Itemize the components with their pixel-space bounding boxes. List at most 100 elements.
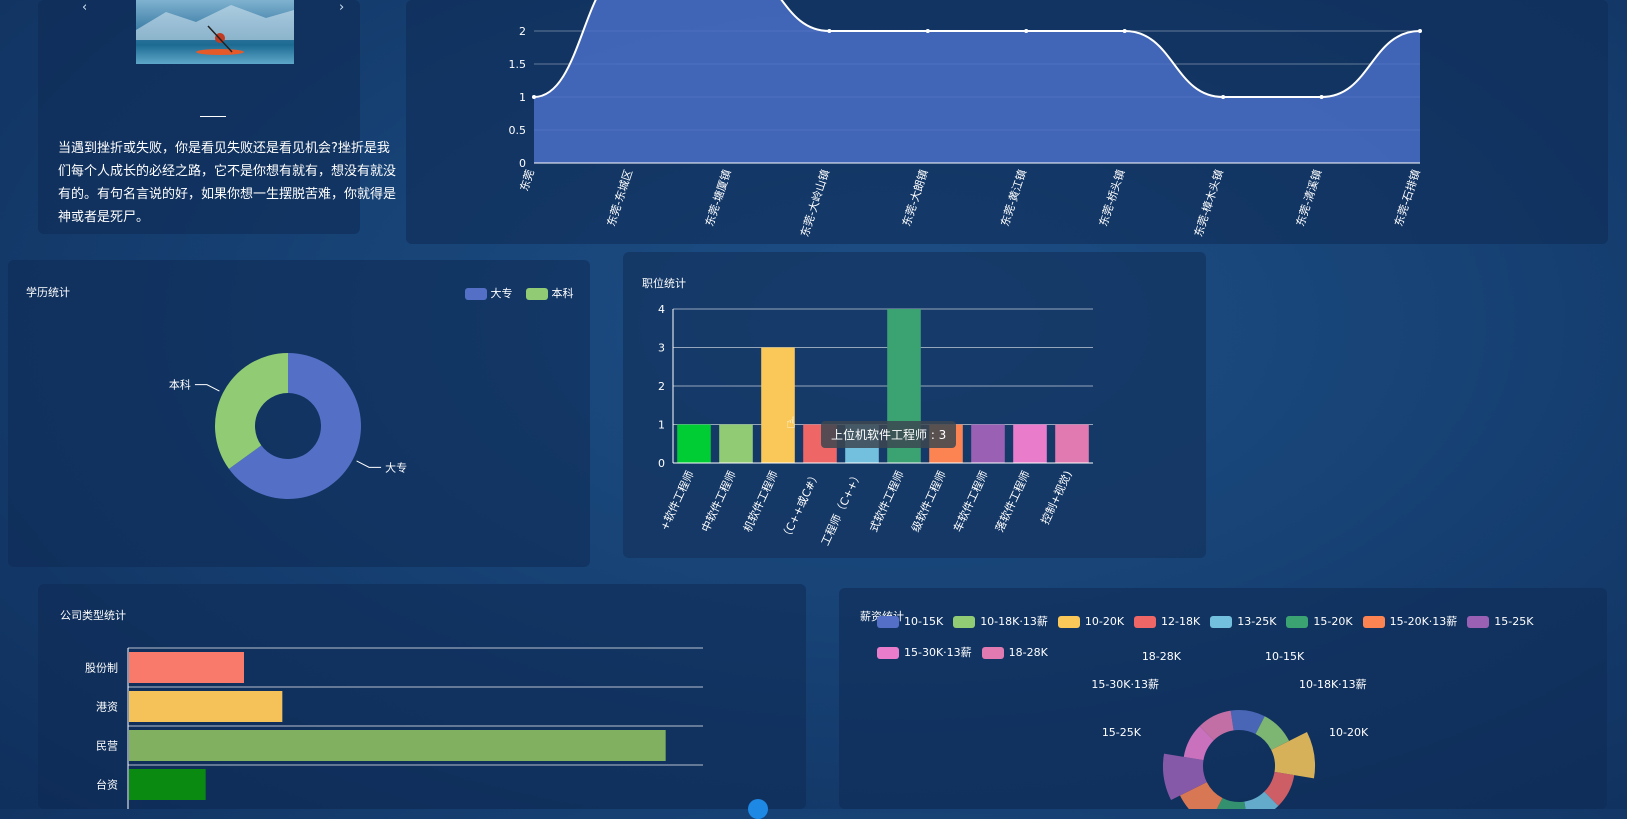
rose-slice xyxy=(1163,753,1207,801)
legend-label[interactable]: 15-30K·13薪 xyxy=(904,646,972,659)
rose-slice xyxy=(1230,710,1265,735)
legend-swatch[interactable] xyxy=(953,616,976,628)
x-tick-label: 工程师（C++） xyxy=(819,469,865,548)
salary-legend-item[interactable]: 12-18K xyxy=(1134,615,1200,628)
y-tick-label: 1 xyxy=(658,419,665,432)
y-tick-label: 4 xyxy=(658,303,665,316)
x-tick-label: 东莞-大朗镇 xyxy=(899,168,931,228)
salary-legend-item[interactable]: 10-18K·13薪 xyxy=(953,615,1048,628)
x-tick-label: 东莞-桥头镇 xyxy=(1096,168,1128,228)
donut-slice xyxy=(215,353,288,469)
slice-label: 10-18K·13薪 xyxy=(1299,678,1367,691)
legend-label[interactable]: 15-20K·13薪 xyxy=(1389,615,1458,628)
legend-swatch-benke[interactable] xyxy=(526,288,548,300)
legend-label[interactable]: 10-20K xyxy=(1084,615,1125,628)
company-title: 公司类型统计 xyxy=(60,609,126,622)
chart-tooltip: 上位机软件工程师 : 3 xyxy=(821,421,957,448)
rose-slice xyxy=(1271,731,1315,779)
salary-legend-item[interactable]: 15-20K·13薪 xyxy=(1362,615,1458,628)
legend-label[interactable]: 18-28K xyxy=(1008,646,1048,659)
slice-leader-line xyxy=(194,384,220,392)
legend-label[interactable]: 12-18K xyxy=(1161,615,1201,628)
bar xyxy=(129,691,283,722)
y-tick-label: 2 xyxy=(658,380,665,393)
x-tick-label: 东莞-大岭山镇 xyxy=(797,168,832,239)
legend-swatch-dazhuan[interactable] xyxy=(465,288,487,300)
bar xyxy=(719,424,753,463)
area-fill xyxy=(534,0,1420,163)
x-tick-label: 级软件工程师 xyxy=(908,468,949,534)
quote-text: 当遇到挫折或失败，你是看见失败还是看见机会?挫折是我们每个人成长的必经之路，它不… xyxy=(58,141,397,225)
y-tick-label: 0 xyxy=(519,157,526,170)
bar xyxy=(677,424,711,463)
y-tick-label: 港资 xyxy=(96,701,118,714)
legend-swatch[interactable] xyxy=(1134,616,1157,628)
x-tick-label: 式软件工程师 xyxy=(866,468,907,534)
area-point xyxy=(1418,29,1422,33)
area-point xyxy=(1319,95,1324,99)
legend-swatch[interactable] xyxy=(1467,616,1490,628)
slice-label: 15-25K xyxy=(1102,726,1142,739)
carousel-prev-arrow[interactable]: ‹ xyxy=(82,0,88,15)
mouse-cursor-icon: ☝ xyxy=(786,413,796,432)
bar xyxy=(1055,424,1089,463)
carousel-next-arrow[interactable]: › xyxy=(339,0,345,15)
x-tick-label: 东莞-黄江镇 xyxy=(998,168,1030,228)
kayak-photo xyxy=(136,0,294,64)
salary-legend-item[interactable]: 15-20K xyxy=(1286,615,1353,628)
area-point xyxy=(1221,95,1226,99)
x-tick-label: 东莞-清溪镇 xyxy=(1293,168,1325,228)
salary-legend-item[interactable]: 10-20K xyxy=(1057,615,1125,628)
bar xyxy=(971,424,1005,463)
x-tick-label: 东莞-石排镇 xyxy=(1391,168,1423,228)
x-tick-label: 机软件工程师 xyxy=(740,468,781,534)
legend-label[interactable]: 13-25K xyxy=(1237,615,1277,628)
slice-label: 15-30K·13薪 xyxy=(1091,678,1159,691)
legend-label[interactable]: 10-18K·13薪 xyxy=(980,615,1048,628)
rose-slice xyxy=(1216,797,1246,809)
legend-label-dazhuan[interactable]: 大专 xyxy=(490,287,513,300)
y-tick-label: 台资 xyxy=(96,778,118,792)
rose-slice xyxy=(1183,726,1214,761)
scroll-indicator[interactable] xyxy=(748,799,768,819)
bar xyxy=(761,347,795,463)
legend-swatch[interactable] xyxy=(981,647,1004,659)
area-point xyxy=(827,29,832,33)
legend-swatch[interactable] xyxy=(877,616,899,628)
rose-slice xyxy=(1264,771,1295,806)
salary-legend-item[interactable]: 15-25K xyxy=(1467,615,1533,628)
y-tick-label: 0.5 xyxy=(509,124,527,137)
slice-label: 大专 xyxy=(385,460,407,474)
legend-swatch[interactable] xyxy=(1362,616,1385,628)
salary-legend-item[interactable]: 15-30K·13薪 xyxy=(877,646,972,659)
position-title: 职位统计 xyxy=(642,277,686,290)
x-tick-label: 东莞-樟木头镇 xyxy=(1191,168,1226,239)
slice-label: 本科 xyxy=(169,378,191,392)
salary-legend-item[interactable]: 10-15K xyxy=(877,615,943,628)
education-panel xyxy=(8,260,590,567)
x-tick-label: +软件工程师 xyxy=(657,468,697,532)
position-bar-chart: 0 1 2 3 4 +软件工程师 中软件工程师 机软件工程师（C++或C#）工程师（C++）式… xyxy=(657,303,1093,548)
bar xyxy=(1013,424,1047,463)
legend-swatch[interactable] xyxy=(1286,616,1309,628)
area-chart: 0 0.5 1 1.5 2 东莞 东莞-东城区 东莞-塘厦镇 东莞-大岭山镇 东莞-大朗镇 东莞-黄… xyxy=(509,0,1423,239)
salary-legend-item[interactable]: 13-25K xyxy=(1210,615,1276,628)
legend-swatch[interactable] xyxy=(877,647,899,659)
legend-label[interactable]: 15-25K xyxy=(1494,615,1534,628)
legend-swatch[interactable] xyxy=(1057,616,1080,628)
area-point xyxy=(532,95,536,99)
y-tick-label: 3 xyxy=(658,342,665,355)
x-tick-label: （C++或C#） xyxy=(779,469,823,543)
rose-slice xyxy=(1255,716,1290,750)
legend-label-benke[interactable]: 本科 xyxy=(551,287,574,300)
legend-label[interactable]: 15-20K xyxy=(1313,615,1353,628)
slice-label: 10-15K xyxy=(1265,650,1305,663)
donut-slice xyxy=(228,353,361,499)
legend-label[interactable]: 10-15K xyxy=(904,615,944,628)
area-point xyxy=(1024,29,1029,33)
salary-legend-item[interactable]: 18-28K xyxy=(981,646,1048,659)
salary-rose-chart: 18-28K 10-15K 15-30K·13薪 10-18K·13薪 15-25K 10… xyxy=(1091,650,1369,809)
x-tick-label: 控制+视觉) xyxy=(1038,468,1075,526)
legend-swatch[interactable] xyxy=(1210,616,1233,628)
